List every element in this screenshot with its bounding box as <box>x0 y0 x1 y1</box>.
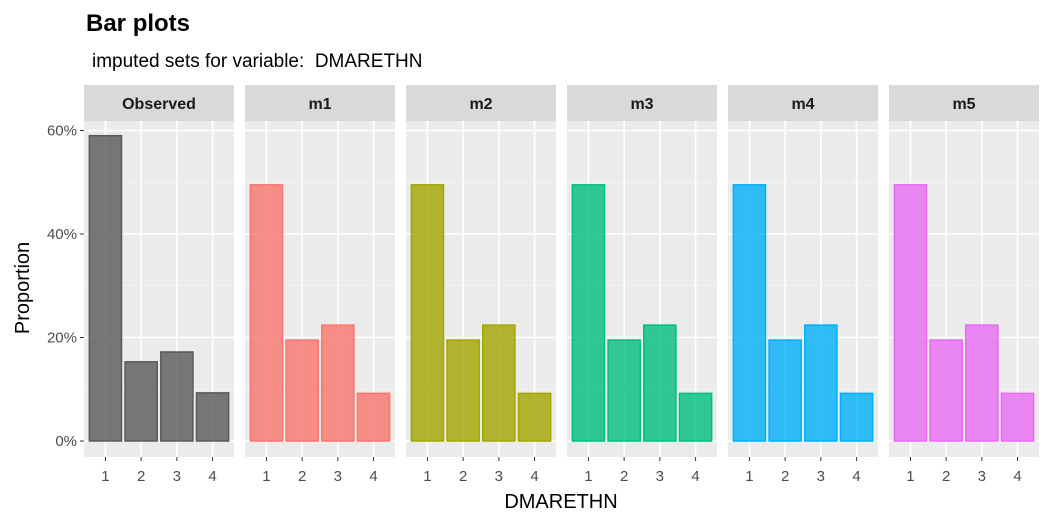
x-tick-label: 3 <box>817 468 825 485</box>
facet-panel-m4: m4 1 2 3 4 <box>728 85 878 485</box>
facet-panel-observed: Observed 1 2 3 4 <box>84 85 234 485</box>
facet-panel-m1: m1 1 2 3 4 <box>245 85 395 485</box>
x-tick-label: 2 <box>620 468 628 485</box>
bar-observed-3 <box>160 351 194 442</box>
facet-strip <box>245 85 395 121</box>
x-tick-label: 2 <box>781 468 789 485</box>
x-tick-label: 4 <box>208 468 216 485</box>
bar-m3-3 <box>643 324 677 442</box>
facet-strip <box>728 85 878 121</box>
chart-title: Bar plots <box>86 10 190 37</box>
x-tick-label: 1 <box>584 468 592 485</box>
bar-observed-4 <box>195 392 230 442</box>
facet-strip-label: m3 <box>630 96 653 113</box>
bar-m5-4 <box>1000 392 1035 442</box>
bar-m5-3 <box>965 324 999 442</box>
facet-strip <box>889 85 1039 121</box>
facet-panel-m5: m5 1 2 3 4 <box>889 85 1039 485</box>
y-tick-label: 0% <box>55 433 77 450</box>
x-tick-label: 4 <box>530 468 538 485</box>
facet-panels: Observed 1 2 3 4 m1 1 2 3 4 m2 1 2 3 4 m3 1 2 3 4 m4 1 2 3 4 m5 1 2… <box>47 85 1039 485</box>
bar-m2-1 <box>410 184 445 442</box>
bar-m5-1 <box>893 184 928 442</box>
x-tick-label: 3 <box>495 468 503 485</box>
bar-m3-1 <box>571 184 606 442</box>
facet-strip-label: Observed <box>122 96 196 113</box>
x-tick-label: 1 <box>423 468 431 485</box>
y-axis-title: Proportion <box>12 242 34 334</box>
bar-m3-4 <box>678 392 713 442</box>
bar-m4-2 <box>768 339 802 442</box>
facet-panel-m3: m3 1 2 3 4 <box>567 85 717 485</box>
bar-m2-3 <box>482 324 516 442</box>
x-tick-label: 2 <box>298 468 306 485</box>
x-tick-label: 3 <box>173 468 181 485</box>
x-tick-label: 3 <box>334 468 342 485</box>
x-tick-label: 1 <box>906 468 914 485</box>
y-tick-label: 60% <box>47 123 77 140</box>
facet-strip <box>84 85 234 121</box>
bar-m4-3 <box>804 324 838 442</box>
bar-m2-2 <box>446 339 480 442</box>
x-axis-title: DMARETHN <box>504 491 617 513</box>
bar-m1-4 <box>356 392 391 442</box>
facet-panel-m2: m2 1 2 3 4 <box>406 85 556 485</box>
facet-strip-label: m5 <box>952 96 975 113</box>
bar-observed-2 <box>124 361 158 442</box>
x-tick-label: 1 <box>745 468 753 485</box>
bar-observed-1 <box>88 134 123 442</box>
facet-strip <box>406 85 556 121</box>
x-tick-label: 4 <box>1013 468 1021 485</box>
y-tick-label: 20% <box>47 330 77 347</box>
x-tick-label: 1 <box>101 468 109 485</box>
x-tick-label: 3 <box>978 468 986 485</box>
x-tick-label: 3 <box>656 468 664 485</box>
bar-m3-2 <box>607 339 641 442</box>
x-tick-label: 4 <box>852 468 860 485</box>
x-tick-label: 1 <box>262 468 270 485</box>
bar-m1-3 <box>321 324 355 442</box>
bar-m4-4 <box>839 392 874 442</box>
x-tick-label: 2 <box>137 468 145 485</box>
chart-subtitle: imputed sets for variable: DMARETHN <box>92 51 423 72</box>
x-tick-label: 2 <box>942 468 950 485</box>
x-tick-label: 2 <box>459 468 467 485</box>
bar-m5-2 <box>929 339 963 442</box>
facet-strip-label: m4 <box>791 96 814 113</box>
facet-strip-label: m2 <box>469 96 492 113</box>
bar-m1-2 <box>285 339 319 442</box>
bar-m2-4 <box>517 392 552 442</box>
bar-m1-1 <box>249 184 284 442</box>
facet-strip-label: m1 <box>308 96 331 113</box>
y-tick-label: 40% <box>47 226 77 243</box>
x-tick-label: 4 <box>369 468 377 485</box>
bar-m4-1 <box>732 184 767 442</box>
x-tick-label: 4 <box>691 468 699 485</box>
facet-strip <box>567 85 717 121</box>
